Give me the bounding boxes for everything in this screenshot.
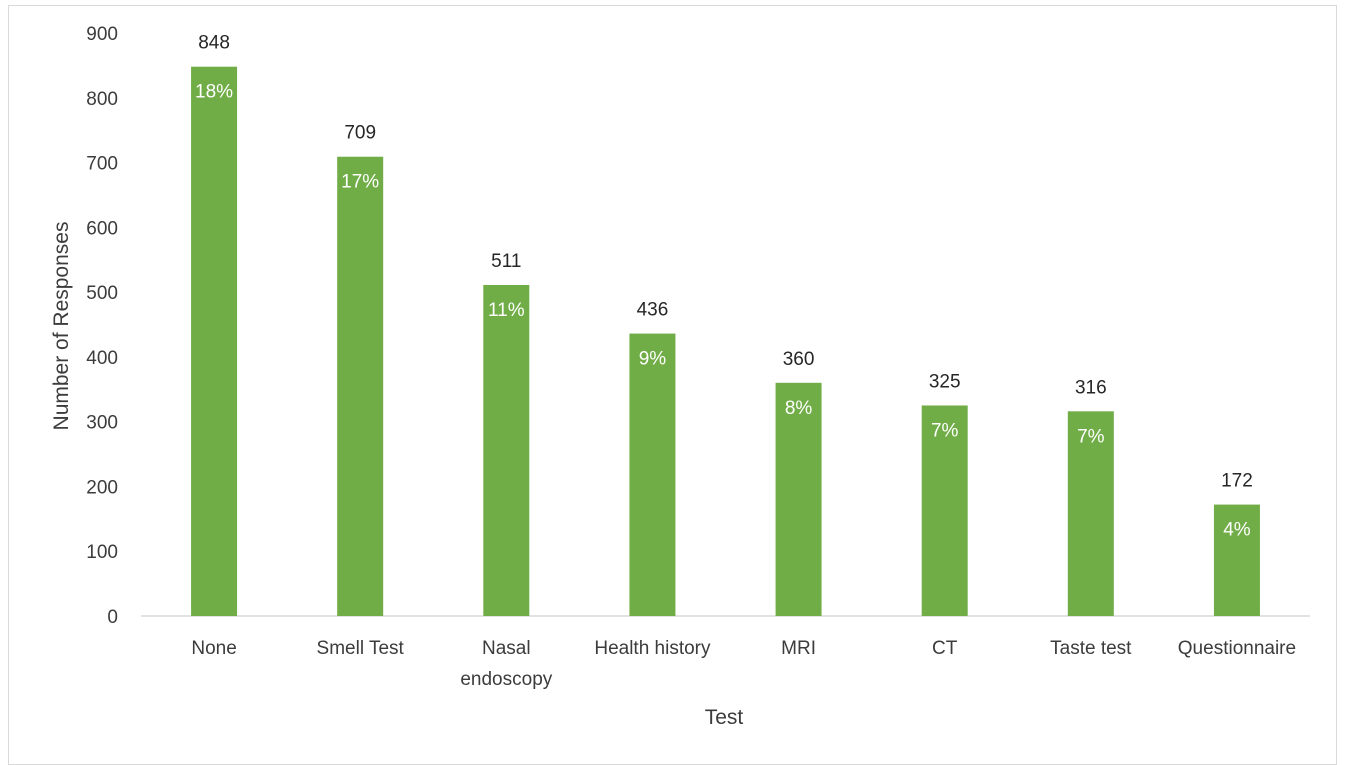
y-axis-ticks: 0 100 200 300 400 500 600 700 800 900 bbox=[86, 24, 118, 628]
bar bbox=[775, 382, 822, 616]
percent-label: 9% bbox=[639, 349, 667, 370]
value-label: 709 bbox=[344, 123, 376, 144]
y-tick-label: 300 bbox=[86, 413, 118, 434]
value-label: 172 bbox=[1221, 471, 1253, 492]
y-tick-label: 200 bbox=[86, 477, 118, 498]
value-label: 436 bbox=[637, 300, 669, 321]
percent-label: 4% bbox=[1223, 520, 1251, 541]
category-label: CT bbox=[932, 638, 958, 659]
bar bbox=[191, 66, 238, 616]
percent-label: 18% bbox=[195, 82, 233, 103]
bar bbox=[921, 405, 968, 616]
y-axis-title: Number of Responses bbox=[50, 222, 73, 431]
y-tick-label: 500 bbox=[86, 283, 118, 304]
category-labels: None Smell Test Nasal endoscopy Health histo… bbox=[191, 638, 1296, 690]
bar bbox=[1213, 504, 1260, 616]
category-label: Nasal endoscopy bbox=[460, 638, 552, 690]
category-label: None bbox=[191, 638, 236, 659]
category-label: MRI bbox=[781, 638, 816, 659]
x-axis-title: Test bbox=[705, 706, 744, 729]
value-labels: 848 709 511 436 360 325 316 172 bbox=[198, 33, 1253, 492]
percent-label: 8% bbox=[785, 398, 813, 419]
percent-labels: 18% 17% 11% 9% 8% 7% 7% 4% bbox=[195, 82, 1251, 541]
y-tick-label: 900 bbox=[86, 24, 118, 45]
percent-label: 7% bbox=[931, 420, 959, 441]
category-label: Health history bbox=[594, 638, 711, 659]
y-tick-label: 600 bbox=[86, 218, 118, 239]
bar bbox=[337, 156, 384, 616]
category-label: Taste test bbox=[1050, 638, 1132, 659]
value-label: 325 bbox=[929, 371, 961, 392]
bar bbox=[483, 284, 530, 616]
percent-label: 17% bbox=[341, 172, 379, 193]
percent-label: 7% bbox=[1077, 426, 1105, 447]
y-tick-label: 100 bbox=[86, 542, 118, 563]
y-tick-label: 400 bbox=[86, 348, 118, 369]
category-label: Questionnaire bbox=[1178, 638, 1296, 659]
value-label: 316 bbox=[1075, 377, 1107, 398]
y-tick-label: 0 bbox=[107, 607, 118, 628]
bars bbox=[191, 66, 1260, 616]
value-label: 360 bbox=[783, 349, 815, 370]
y-tick-label: 800 bbox=[86, 89, 118, 110]
category-label: Smell Test bbox=[317, 638, 405, 659]
bar bbox=[629, 333, 676, 616]
bar bbox=[1067, 411, 1114, 616]
value-label: 511 bbox=[491, 251, 521, 272]
y-tick-label: 700 bbox=[86, 154, 118, 175]
percent-label: 11% bbox=[488, 300, 525, 321]
value-label: 848 bbox=[198, 33, 230, 54]
